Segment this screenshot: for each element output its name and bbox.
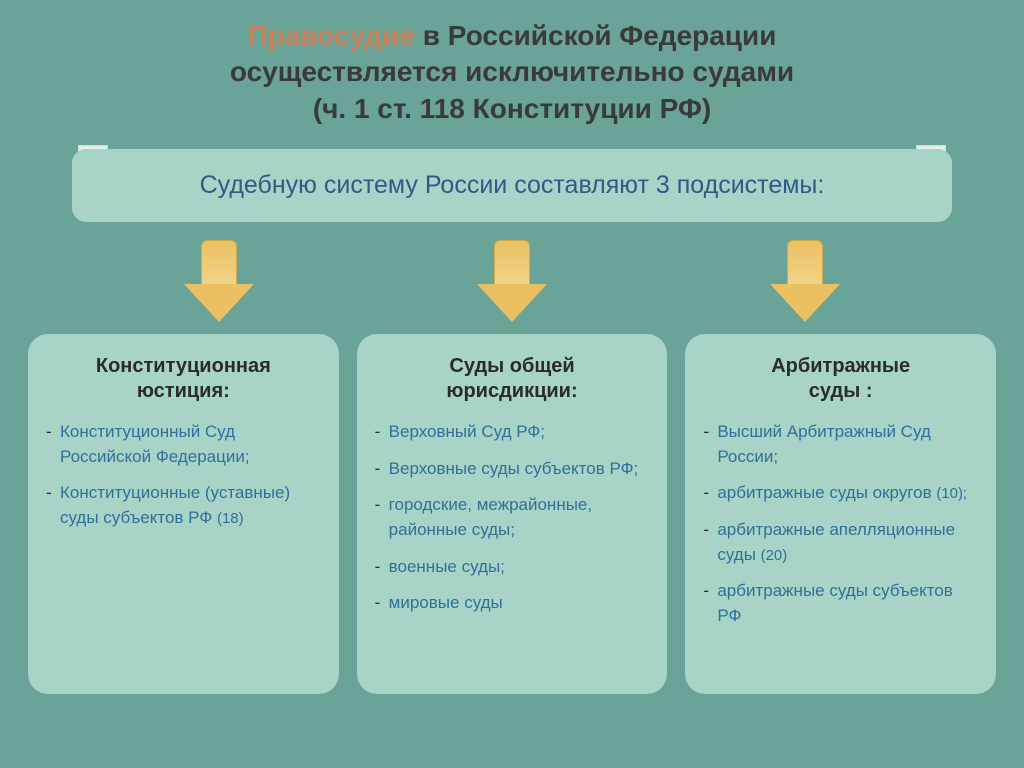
list-item-text: военные суды; — [389, 557, 505, 576]
arrow-down-icon — [770, 240, 840, 322]
card-list: Конституционный Суд Российской Федерации… — [46, 420, 321, 531]
slide-title: Правосудие в Российской Федерации осущес… — [28, 18, 996, 127]
heading-line1: Суды общей — [449, 355, 574, 377]
arrows-row — [72, 240, 952, 322]
subsystems-banner: Судебную систему России составляют 3 под… — [72, 149, 952, 222]
list-item-text: Конституционные (уставные) суды субъекто… — [60, 483, 290, 527]
heading-line2: юстиция: — [137, 380, 230, 402]
list-item: Верховные суды субъектов РФ; — [375, 457, 650, 482]
columns-row: Конституционная юстиция: Конституционный… — [28, 334, 996, 694]
list-item-note: (20) — [761, 547, 788, 564]
banner-container: Судебную систему России составляют 3 под… — [72, 149, 952, 222]
title-highlight: Правосудие — [248, 20, 415, 51]
list-item: арбитражные суды субъектов РФ — [703, 579, 978, 628]
list-item: арбитражные апелляционные суды (20) — [703, 518, 978, 567]
list-item-note: (18) — [217, 510, 244, 527]
list-item-text: арбитражные апелляционные суды — [717, 520, 955, 564]
list-item: арбитражные суды округов (10); — [703, 481, 978, 506]
card-heading: Конституционная юстиция: — [46, 354, 321, 404]
list-item: городские, межрайонные, районные суды; — [375, 493, 650, 542]
list-item-text: Верховный Суд РФ; — [389, 422, 545, 441]
list-item-text: Высший Арбитражный Суд России; — [717, 422, 930, 466]
arrow-down-icon — [184, 240, 254, 322]
heading-line2: юрисдикции: — [446, 380, 577, 402]
heading-line2: суды : — [809, 380, 873, 402]
title-line3: (ч. 1 ст. 118 Конституции РФ) — [313, 93, 711, 124]
heading-line1: Конституционная — [96, 355, 271, 377]
slide-root: Правосудие в Российской Федерации осущес… — [0, 0, 1024, 768]
list-item-text: Верховные суды субъектов РФ; — [389, 459, 639, 478]
list-item-text: арбитражные суды субъектов РФ — [717, 581, 952, 625]
list-item-text: Конституционный Суд Российской Федерации… — [60, 422, 250, 466]
heading-line1: Арбитражные — [771, 355, 910, 377]
list-item: Высший Арбитражный Суд России; — [703, 420, 978, 469]
list-item-text: арбитражные суды округов — [717, 483, 936, 502]
arrow-down-icon — [477, 240, 547, 322]
list-item: Конституционные (уставные) суды субъекто… — [46, 481, 321, 530]
list-item-text: мировые суды — [389, 593, 503, 612]
card-constitutional: Конституционная юстиция: Конституционный… — [28, 334, 339, 694]
card-list: Высший Арбитражный Суд России; арбитражны… — [703, 420, 978, 628]
title-line2: осуществляется исключительно судами — [230, 56, 794, 87]
card-arbitration: Арбитражные суды : Высший Арбитражный Су… — [685, 334, 996, 694]
card-heading: Арбитражные суды : — [703, 354, 978, 404]
list-item: Конституционный Суд Российской Федерации… — [46, 420, 321, 469]
card-general-jurisdiction: Суды общей юрисдикции: Верховный Суд РФ;… — [357, 334, 668, 694]
list-item: Верховный Суд РФ; — [375, 420, 650, 445]
list-item: мировые суды — [375, 591, 650, 616]
list-item-note: (10); — [936, 485, 967, 502]
list-item: военные суды; — [375, 555, 650, 580]
card-heading: Суды общей юрисдикции: — [375, 354, 650, 404]
title-line1-rest: в Российской Федерации — [415, 20, 777, 51]
list-item-text: городские, межрайонные, районные суды; — [389, 495, 592, 539]
card-list: Верховный Суд РФ; Верховные суды субъекто… — [375, 420, 650, 616]
